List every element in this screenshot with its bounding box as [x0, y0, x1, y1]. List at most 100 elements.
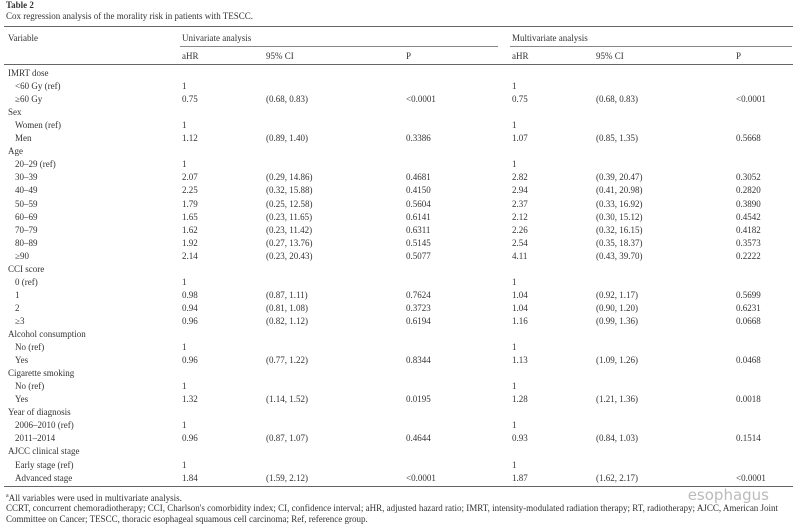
cell: 1	[512, 120, 517, 131]
cell: 1	[182, 381, 187, 392]
cell: 1.28	[512, 394, 528, 405]
cell: (0.32, 16.15)	[596, 224, 643, 235]
cell: 0.4644	[406, 433, 431, 444]
header-underline	[180, 46, 498, 47]
cell: 0.3386	[406, 133, 431, 144]
group-label: Alcohol consumption	[8, 329, 86, 339]
cell: 1.07	[512, 133, 528, 144]
row-label: Women (ref)	[15, 120, 62, 131]
cell: <0.0001	[406, 94, 436, 105]
row-label: Yes	[15, 355, 29, 366]
row-label: 20–29 (ref)	[15, 159, 56, 170]
group-label: CCI score	[8, 263, 45, 274]
row-label: 2006–2010 (ref)	[15, 420, 74, 431]
subcolumn-header: aHR	[512, 51, 529, 61]
row-label: 40–49	[15, 185, 38, 196]
cell: <0.0001	[406, 472, 436, 483]
cell: 0.6194	[406, 315, 431, 326]
cell: (0.27, 13.76)	[266, 237, 313, 248]
group-label: Age	[8, 146, 23, 157]
cell: 0.0468	[736, 355, 761, 366]
column-header: Variable	[8, 33, 38, 43]
cell: 0.2820	[736, 185, 761, 196]
top-rule	[4, 26, 793, 27]
cell: 1.12	[182, 133, 198, 144]
cell: (0.23, 11.42)	[266, 224, 313, 235]
cell: 1.92	[182, 237, 198, 248]
cell: 1	[512, 381, 517, 392]
cell: 1	[182, 81, 187, 92]
row-label: Men	[15, 133, 32, 144]
cell: 1	[512, 159, 517, 170]
cell: 1	[182, 276, 187, 287]
cell: (0.41, 20.98)	[596, 185, 643, 196]
cell: 0.1514	[736, 433, 761, 444]
header-underline	[510, 46, 792, 47]
cell: 0.96	[182, 315, 198, 326]
cell: (0.32, 15.88)	[266, 185, 313, 196]
cell: 2.25	[182, 185, 198, 196]
cell: (0.29, 14.86)	[266, 172, 313, 183]
cell: 0.3052	[736, 172, 761, 183]
cell: 0.4150	[406, 185, 431, 196]
column-header: Multivariate analysis	[512, 33, 588, 43]
cell: 0.8344	[406, 355, 431, 366]
cell: (0.39, 20.47)	[596, 172, 643, 183]
cell: 0.96	[182, 433, 198, 444]
cell: (0.68, 0.83)	[596, 94, 638, 105]
cell: 0.6231	[736, 302, 761, 313]
row-label: 30–39	[15, 172, 38, 183]
row-label: 80–89	[15, 237, 38, 248]
cell: (0.77, 1.22)	[266, 355, 308, 366]
cell: 0.75	[512, 94, 528, 105]
row-label: Yes	[15, 394, 29, 405]
cell: 1.13	[512, 355, 528, 366]
cell: 2.12	[512, 211, 528, 222]
cell: 1	[512, 420, 517, 431]
cell: 4.11	[512, 250, 528, 261]
subcolumn-header: P	[406, 51, 412, 61]
cell: 0.5604	[406, 198, 431, 209]
footnote: CCRT, concurrent chemoradiotherapy; CCI,…	[6, 503, 779, 524]
cell: 2.37	[512, 198, 528, 209]
cell: (0.87, 1.11)	[266, 289, 308, 300]
cell: (0.82, 1.12)	[266, 315, 308, 326]
cell: 0.3890	[736, 198, 761, 209]
bottom-rule	[4, 486, 793, 487]
cell: 2.82	[512, 172, 528, 183]
cell: <0.0001	[736, 94, 766, 105]
cell: 1.87	[512, 472, 528, 483]
cell: 1	[182, 159, 187, 170]
cell: (0.99, 1.36)	[596, 315, 638, 326]
cell: (0.92, 1.17)	[596, 289, 638, 300]
cell: 0.2222	[736, 250, 761, 261]
cell: 0.4681	[406, 172, 431, 183]
cell: 0.5699	[736, 289, 761, 300]
column-header: Univariate analysis	[182, 33, 252, 43]
row-label: <60 Gy (ref)	[15, 81, 61, 92]
row-label: 60–69	[15, 211, 38, 222]
cell: (1.59, 2.12)	[266, 472, 308, 483]
row-label: No (ref)	[15, 381, 45, 392]
cell: 1.16	[512, 315, 528, 326]
group-label: IMRT dose	[8, 68, 49, 78]
cell: 0.0668	[736, 315, 761, 326]
cell: 0.3573	[736, 237, 761, 248]
cell: 1	[512, 342, 517, 353]
cell: (0.84, 1.03)	[596, 433, 638, 444]
cell: (0.33, 16.92)	[596, 198, 643, 209]
cell: (0.43, 39.70)	[596, 250, 643, 261]
cell: 0.3723	[406, 302, 431, 313]
row-label: 1	[15, 289, 20, 300]
cell: 0.96	[182, 355, 198, 366]
table-label: Table 2	[6, 0, 34, 10]
row-label: 2	[15, 302, 20, 313]
subcolumn-header: 95% CI	[596, 51, 624, 61]
cell: (0.35, 18.37)	[596, 237, 643, 248]
cell: (0.25, 12.58)	[266, 198, 313, 209]
subcolumn-header: P	[736, 51, 742, 61]
row-label: Early stage (ref)	[15, 459, 74, 470]
row-label: No (ref)	[15, 342, 45, 353]
group-label: Sex	[8, 107, 22, 118]
cell: (0.68, 0.83)	[266, 94, 308, 105]
